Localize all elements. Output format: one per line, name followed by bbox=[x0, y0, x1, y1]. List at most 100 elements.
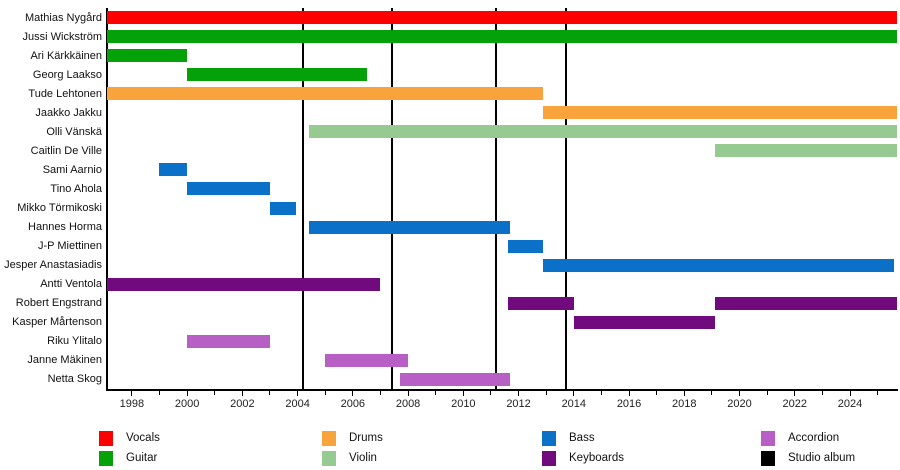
member-label: Jussi Wickström bbox=[22, 30, 102, 43]
timeline-bar bbox=[507, 239, 544, 253]
timeline-bar bbox=[107, 11, 897, 25]
legend-label: Vocals bbox=[126, 432, 160, 444]
member-label: Caitlin De Ville bbox=[30, 144, 102, 157]
x-axis-tick-label: 2006 bbox=[340, 398, 366, 410]
x-axis-tick bbox=[628, 391, 630, 396]
timeline-bar bbox=[187, 182, 270, 196]
x-axis-tick bbox=[131, 391, 133, 396]
studio-album-line bbox=[302, 8, 305, 389]
x-axis-tick-label: 2002 bbox=[230, 398, 255, 410]
member-label: Antti Ventola bbox=[40, 278, 102, 291]
member-label: Tino Ahola bbox=[50, 182, 102, 195]
timeline-bar bbox=[399, 372, 511, 386]
x-axis-tick bbox=[490, 391, 492, 395]
member-label: Sami Aarnio bbox=[42, 163, 102, 176]
member-label: Tude Lehtonen bbox=[28, 87, 102, 100]
x-axis-tick bbox=[158, 391, 160, 395]
timeline-bar bbox=[107, 277, 381, 291]
timeline-bar bbox=[543, 258, 895, 272]
member-label: Jesper Anastasiadis bbox=[4, 259, 102, 272]
legend-label: Keyboards bbox=[569, 452, 624, 464]
x-axis-tick-label: 2020 bbox=[727, 398, 752, 410]
x-axis-tick bbox=[435, 391, 437, 395]
legend-label: Drums bbox=[349, 432, 383, 444]
x-axis-tick bbox=[545, 391, 547, 395]
member-label: Mathias Nygård bbox=[24, 11, 102, 24]
legend-swatch-guitar bbox=[99, 451, 113, 466]
x-axis-tick bbox=[794, 391, 796, 396]
member-label: Riku Ylitalo bbox=[47, 335, 102, 348]
timeline-bar bbox=[269, 201, 297, 215]
x-axis-tick bbox=[297, 391, 299, 396]
legend-swatch-violin bbox=[322, 451, 336, 466]
x-axis-tick bbox=[324, 391, 326, 395]
x-axis-tick-label: 2024 bbox=[837, 398, 863, 410]
timeline-bar bbox=[187, 334, 270, 348]
x-axis-tick bbox=[462, 391, 464, 396]
member-label: Hannes Horma bbox=[28, 221, 102, 234]
legend-label: Studio album bbox=[788, 452, 856, 464]
member-label: Robert Engstrand bbox=[15, 297, 102, 310]
timeline-bar bbox=[714, 296, 897, 310]
x-axis-tick bbox=[214, 391, 216, 395]
x-axis-tick-label: 1998 bbox=[119, 398, 145, 410]
studio-album-line bbox=[564, 8, 567, 389]
legend-swatch-accordion bbox=[761, 431, 775, 446]
x-axis-tick bbox=[407, 391, 409, 396]
x-axis-tick bbox=[821, 391, 823, 395]
member-label: Mikko Törmikoski bbox=[17, 202, 102, 215]
legend-swatch-vocals bbox=[99, 431, 113, 446]
timeline-bar bbox=[325, 353, 409, 367]
x-axis-tick-label: 2012 bbox=[506, 398, 531, 410]
x-axis-tick bbox=[877, 391, 879, 395]
x-axis-tick-label: 2008 bbox=[395, 398, 421, 410]
x-axis-tick bbox=[269, 391, 271, 395]
timeline-bar bbox=[107, 49, 188, 63]
x-axis-tick-label: 2000 bbox=[174, 398, 200, 410]
x-axis-tick bbox=[518, 391, 520, 396]
x-axis-tick-label: 2022 bbox=[782, 398, 808, 410]
timeline-bar bbox=[187, 68, 367, 82]
member-label: Janne Mäkinen bbox=[27, 354, 102, 367]
timeline-bar bbox=[714, 144, 897, 158]
member-label: Jaakko Jakku bbox=[35, 106, 102, 119]
x-axis-tick-label: 2004 bbox=[285, 398, 310, 410]
legend-swatch-bass bbox=[542, 431, 556, 446]
timeline-bar bbox=[308, 220, 511, 234]
timeline-bar bbox=[107, 30, 897, 44]
x-axis-tick bbox=[711, 391, 713, 395]
legend-swatch-studio-album bbox=[761, 451, 775, 466]
legend-label: Bass bbox=[569, 432, 595, 444]
x-axis-tick-label: 2010 bbox=[451, 398, 476, 410]
legend-label: Guitar bbox=[126, 452, 158, 464]
x-axis-tick bbox=[241, 391, 243, 396]
member-label: Ari Kärkkäinen bbox=[30, 49, 102, 62]
studio-album-line bbox=[390, 8, 393, 389]
timeline-bar bbox=[308, 125, 897, 139]
member-label: J-P Miettinen bbox=[38, 240, 102, 253]
x-axis-line bbox=[106, 389, 898, 391]
member-label: Kasper Mårtenson bbox=[12, 316, 102, 329]
x-axis-tick bbox=[656, 391, 658, 395]
x-axis-tick-label: 2016 bbox=[616, 398, 642, 410]
x-axis-tick-label: 2018 bbox=[672, 398, 697, 410]
timeline-bar bbox=[543, 106, 897, 120]
x-axis-tick bbox=[739, 391, 741, 396]
legend-label: Violin bbox=[349, 452, 377, 464]
member-label: Olli Vänskä bbox=[46, 125, 102, 138]
y-axis-line bbox=[106, 8, 108, 391]
x-axis-tick bbox=[352, 391, 354, 396]
x-axis-tick bbox=[766, 391, 768, 395]
legend-label: Accordion bbox=[788, 432, 840, 444]
x-axis-tick bbox=[573, 391, 575, 396]
x-axis-tick bbox=[600, 391, 602, 395]
timeline-bar bbox=[107, 87, 544, 101]
studio-album-line bbox=[495, 8, 498, 389]
timeline-bar bbox=[573, 315, 715, 329]
x-axis-tick bbox=[186, 391, 188, 396]
timeline-bar bbox=[159, 163, 188, 177]
member-label: Netta Skog bbox=[47, 373, 102, 386]
legend-swatch-keyboards bbox=[542, 451, 556, 466]
x-axis-tick bbox=[849, 391, 851, 396]
